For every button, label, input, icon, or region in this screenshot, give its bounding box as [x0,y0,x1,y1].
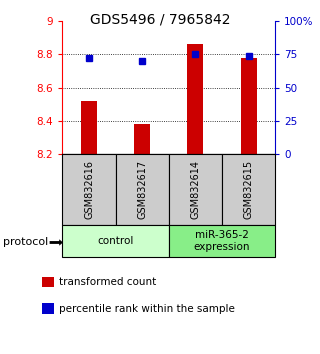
Text: transformed count: transformed count [59,277,156,287]
Bar [188,45,204,154]
Bar [222,154,275,225]
Bar [134,124,150,154]
Bar [116,154,169,225]
Text: GSM832615: GSM832615 [244,160,254,219]
Text: control: control [97,236,134,246]
Bar [62,154,116,225]
Bar [241,58,257,154]
Text: protocol: protocol [3,238,48,247]
Text: GSM832614: GSM832614 [190,160,200,219]
Text: GSM832616: GSM832616 [84,160,94,219]
Text: GDS5496 / 7965842: GDS5496 / 7965842 [90,12,230,27]
Bar [62,225,169,257]
Text: miR-365-2
expression: miR-365-2 expression [194,230,250,252]
Bar [169,225,275,257]
Text: GSM832617: GSM832617 [137,160,147,219]
Bar [169,154,222,225]
Bar [81,101,97,154]
Text: percentile rank within the sample: percentile rank within the sample [59,304,235,314]
